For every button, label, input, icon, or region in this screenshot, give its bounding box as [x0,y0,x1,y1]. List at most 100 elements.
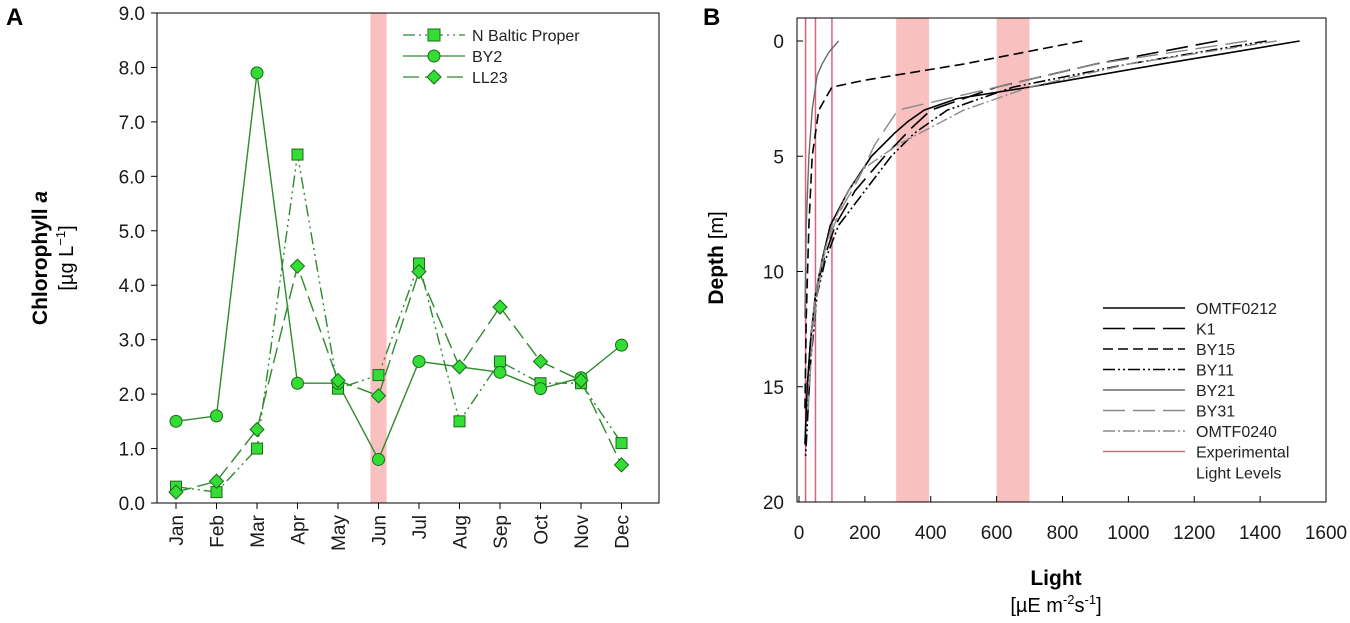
data-point-square [291,148,304,161]
data-point-square [494,355,506,368]
data-point-circle [615,338,628,352]
x-tick-label: 1200 [1173,523,1215,544]
legend-marker-circle [427,49,441,63]
y-unit-main: [µg L [56,246,78,291]
profile-line-omtf0240 [809,40,1277,341]
x-tick-label: Dec [613,515,634,549]
y-axis-ticks-a: 0.0 1.0 2.0 3.0 4.0 5.0 6.0 7.0 8.0 9.0 [119,4,157,515]
data-point-diamond [532,353,549,370]
legend-b: OMTF0212 K1 BY15 BY11 BY21 BY31 OMTF0240 Experi… [1103,301,1289,483]
light-level-bands [896,18,1030,502]
y-tick-label: 3.0 [119,331,145,352]
x-tick-label: 1000 [1107,523,1149,544]
y-tick-label: 20 [763,493,784,514]
light-band [896,18,930,502]
y-tick-label: 5.0 [119,222,145,243]
x-axis-ticks-a: Jan Feb Mar Apr May Jun Jul Aug Sep Oct Nov Dec [167,503,634,551]
legend-label-by2: BY2 [472,49,502,66]
x-tick-label: Aug [451,515,472,549]
x-tick-label: May [329,515,350,551]
plot-frame-a [156,12,660,504]
profile-line-by15 [804,40,1083,410]
y-tick-label: 7.0 [119,113,145,134]
series-line-by2 [175,72,622,462]
legend-label-light-levels: Light Levels [1196,466,1281,483]
svg-text:Chlorophyll a: Chlorophyll a [29,191,52,326]
y-unit-sup: −1 [53,231,68,246]
y-tick-label: 15 [763,378,784,399]
data-point-square [453,415,466,428]
y-tick-label: 9.0 [119,4,145,25]
x-tick-label: Sep [491,515,512,549]
y-tick-label: 1.0 [119,440,145,461]
legend-marker-diamond [426,69,442,85]
svg-text:Depth[m]: Depth [m] [705,211,728,304]
data-point-circle [291,376,304,390]
legend-marker-square [427,28,441,42]
x-tick-label: 0 [794,523,805,544]
y-tick-label: 0.0 [119,494,145,515]
legend-label-ll23: LL23 [472,70,508,87]
x-axis-unit-b: [µE m-2s-1] [1010,592,1101,617]
series-lines-a [175,72,623,493]
data-point-circle [372,452,385,466]
y-label-italic: a [29,191,52,203]
x-tick-label: 1400 [1239,523,1281,544]
depth-label: Depth [705,245,728,305]
x-axis-ticks-b: 0 200 400 600 800 1000 1200 1400 1600 [794,496,1347,544]
data-point-square [615,437,628,450]
x-tick-label: Apr [289,514,310,544]
experimental-light-lines [804,18,833,502]
june-highlight-band [370,13,387,503]
x-tick-label: Feb [208,515,229,548]
y-tick-label: 10 [763,263,784,284]
x-tick-label: Jun [370,515,391,546]
legend-label-by21: BY21 [1196,383,1235,400]
data-point-circle [493,365,507,379]
y-axis-ticks-b: 0 5 10 15 20 [763,32,803,514]
y-tick-label: 6.0 [119,167,145,188]
panel-a-label: A [6,4,23,31]
data-point-diamond [289,258,306,274]
legend-label-omtf0212: OMTF0212 [1196,301,1277,318]
x-tick-label: 800 [1047,523,1079,544]
panel-b-label: B [703,4,720,31]
series-line-ll23 [175,263,623,493]
data-point-diamond [249,421,265,438]
x-tick-label: Jul [410,515,431,539]
data-point-diamond [451,359,468,375]
data-point-circle [412,354,426,368]
y-tick-label: 5 [773,147,784,168]
depth-unit: [m] [706,211,728,239]
y-axis-label-b: Depth [m] [705,211,728,304]
legend-label-omtf0240: OMTF0240 [1196,424,1277,441]
series-line-n-baltic-proper [175,154,623,493]
x-tick-label: 200 [849,523,881,544]
legend-label-by15: BY15 [1196,342,1235,359]
data-point-diamond [492,299,508,315]
data-point-diamond [168,484,184,500]
y-tick-label: 0 [773,32,784,53]
x-tick-label: Nov [572,515,593,549]
legend-label-experimental: Experimental [1196,445,1289,462]
x-tick-label: Mar [248,514,269,547]
data-point-diamond [411,263,427,280]
y-unit-end: ] [56,225,78,231]
x-tick-label: 1600 [1305,523,1347,544]
data-point-diamond [613,457,630,473]
legend-label-by31: BY31 [1196,404,1235,421]
x-tick-label: Oct [532,514,553,544]
light-profile-lines [804,40,1300,456]
data-point-circle [250,66,264,80]
legend-label-nbp: N Baltic Proper [472,28,580,45]
light-band [996,18,1030,502]
data-point-circle [534,382,547,396]
y-tick-label: 8.0 [119,58,145,79]
data-point-diamond [370,388,387,404]
y-tick-label: 4.0 [119,276,145,297]
data-point-diamond [208,473,225,489]
y-axis-unit-a: [µg L−1] [53,225,78,290]
x-tick-label: Jan [167,515,188,546]
x-tick-label: 400 [915,523,947,544]
